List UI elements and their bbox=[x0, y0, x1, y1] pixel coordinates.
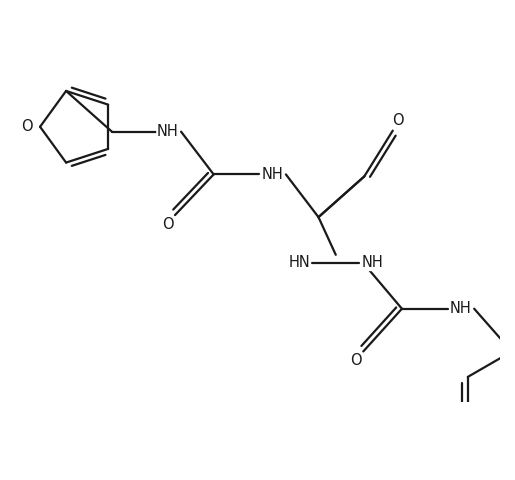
Text: O: O bbox=[392, 113, 404, 128]
Text: NH: NH bbox=[262, 167, 284, 182]
Text: NH: NH bbox=[450, 301, 472, 316]
Text: O: O bbox=[21, 119, 32, 134]
Text: NH: NH bbox=[157, 124, 179, 139]
Text: HN: HN bbox=[288, 255, 311, 270]
Text: O: O bbox=[162, 217, 174, 232]
Text: NH: NH bbox=[361, 255, 383, 270]
Text: O: O bbox=[350, 353, 362, 368]
